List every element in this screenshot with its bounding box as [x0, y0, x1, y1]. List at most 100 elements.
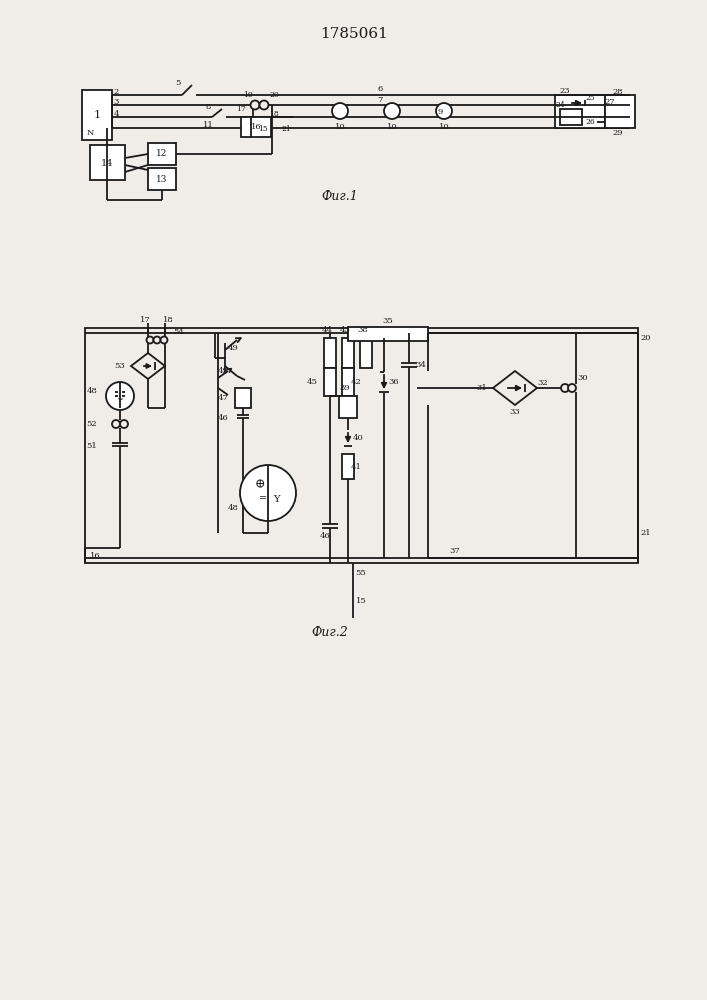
- Text: 52: 52: [87, 420, 98, 428]
- Circle shape: [561, 384, 569, 392]
- Text: 49: 49: [218, 367, 228, 375]
- Text: 37: 37: [450, 547, 460, 555]
- Text: 10: 10: [387, 123, 397, 131]
- Text: 11: 11: [203, 121, 214, 129]
- Circle shape: [160, 336, 168, 344]
- Text: 55: 55: [356, 569, 366, 577]
- Text: 3: 3: [113, 98, 119, 106]
- Circle shape: [146, 336, 153, 344]
- Text: 30: 30: [578, 374, 588, 382]
- Bar: [241, 117, 271, 137]
- Text: 36: 36: [389, 378, 399, 386]
- Text: 21: 21: [281, 125, 291, 133]
- Bar: [235, 388, 251, 408]
- Text: Υ: Υ: [273, 494, 279, 504]
- Text: ⊕: ⊕: [255, 479, 265, 491]
- Text: 29: 29: [613, 129, 624, 137]
- Circle shape: [332, 103, 348, 119]
- Bar: [82, 90, 112, 140]
- Circle shape: [568, 384, 576, 392]
- Circle shape: [259, 101, 269, 109]
- Circle shape: [120, 420, 128, 428]
- Text: 5: 5: [175, 79, 181, 87]
- Text: 51: 51: [87, 442, 98, 450]
- Bar: [348, 327, 428, 341]
- Text: 15: 15: [258, 125, 268, 133]
- Text: N: N: [86, 129, 94, 137]
- Text: 21: 21: [641, 529, 651, 537]
- Bar: [148, 143, 176, 165]
- Text: 48: 48: [228, 504, 238, 512]
- Text: 46: 46: [218, 414, 228, 422]
- Text: 46: 46: [320, 532, 330, 540]
- Bar: [90, 145, 125, 180]
- Circle shape: [250, 101, 259, 109]
- Text: 2: 2: [113, 88, 119, 96]
- Text: 15: 15: [356, 597, 366, 605]
- Text: 14: 14: [101, 158, 113, 167]
- Text: 23: 23: [560, 87, 571, 95]
- Bar: [324, 338, 336, 368]
- Circle shape: [240, 465, 296, 521]
- Circle shape: [384, 103, 400, 119]
- Bar: [555, 95, 605, 128]
- Circle shape: [112, 420, 120, 428]
- Text: 41: 41: [351, 463, 361, 471]
- Text: 25: 25: [585, 94, 595, 102]
- Text: 16: 16: [90, 552, 100, 560]
- Text: 18: 18: [269, 110, 279, 118]
- Text: 42: 42: [351, 378, 361, 386]
- Text: 27: 27: [604, 98, 615, 106]
- Circle shape: [153, 336, 160, 344]
- Circle shape: [106, 382, 134, 410]
- Text: Фиг.2: Фиг.2: [312, 626, 349, 640]
- Text: 17: 17: [139, 316, 151, 324]
- Text: 17: 17: [236, 105, 246, 113]
- Text: 26: 26: [585, 118, 595, 126]
- Bar: [85, 328, 638, 563]
- Text: Фиг.1: Фиг.1: [322, 190, 358, 204]
- Text: 35: 35: [382, 317, 393, 325]
- Text: 24: 24: [555, 101, 565, 109]
- Text: 10: 10: [334, 123, 345, 131]
- Text: 6: 6: [378, 85, 382, 93]
- Text: 34: 34: [416, 361, 426, 369]
- Text: 32: 32: [538, 379, 549, 387]
- Bar: [360, 338, 372, 368]
- Text: 53: 53: [115, 362, 125, 370]
- Text: 1785061: 1785061: [320, 27, 388, 41]
- Text: 8: 8: [205, 103, 211, 111]
- Text: 19: 19: [243, 91, 253, 99]
- Text: 13: 13: [156, 174, 168, 184]
- Bar: [560, 109, 582, 125]
- Bar: [342, 368, 354, 396]
- Text: 45: 45: [307, 378, 317, 386]
- Bar: [324, 368, 336, 396]
- Text: 38: 38: [358, 326, 368, 334]
- Text: 9: 9: [438, 108, 443, 116]
- Bar: [342, 454, 354, 479]
- Text: 31: 31: [477, 384, 487, 392]
- Bar: [339, 396, 357, 418]
- Text: 28: 28: [613, 88, 624, 96]
- Text: 48: 48: [86, 387, 98, 395]
- Text: 54: 54: [173, 328, 185, 336]
- Text: 33: 33: [510, 408, 520, 416]
- Text: 10: 10: [438, 123, 450, 131]
- Text: 40: 40: [353, 434, 363, 442]
- Bar: [148, 168, 176, 190]
- Text: 1: 1: [93, 110, 100, 120]
- Text: ~: ~: [117, 396, 124, 404]
- Text: 7: 7: [378, 96, 382, 104]
- Text: 18: 18: [163, 316, 173, 324]
- Text: 47: 47: [218, 394, 228, 402]
- Text: 43: 43: [339, 326, 351, 334]
- Text: 44: 44: [322, 326, 332, 334]
- Bar: [342, 338, 354, 368]
- Text: 39: 39: [339, 384, 351, 392]
- Text: =: =: [259, 494, 267, 504]
- Circle shape: [436, 103, 452, 119]
- Text: 49: 49: [228, 344, 238, 352]
- Text: 4: 4: [113, 110, 119, 118]
- Text: 16: 16: [251, 123, 262, 131]
